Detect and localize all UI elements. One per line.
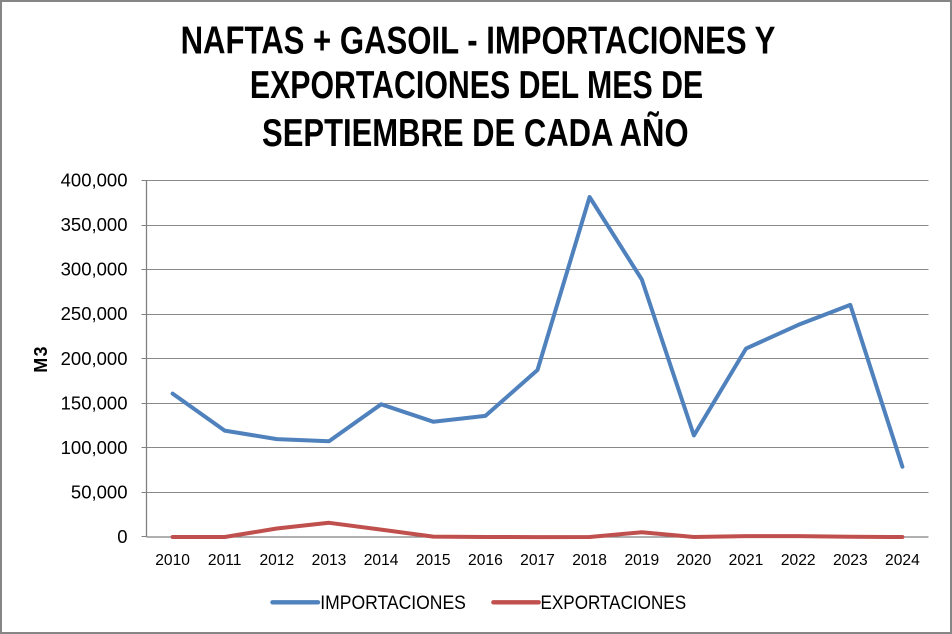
svg-text:250,000: 250,000 [61,303,128,324]
svg-text:SEPTIEMBRE DE CADA AÑO: SEPTIEMBRE DE CADA AÑO [262,112,689,155]
svg-text:100,000: 100,000 [61,437,128,458]
svg-text:IMPORTACIONES: IMPORTACIONES [320,591,466,613]
svg-text:2011: 2011 [208,552,242,569]
svg-text:NAFTAS + GASOIL - IMPORTACIONE: NAFTAS + GASOIL - IMPORTACIONES Y [181,19,776,62]
svg-text:2018: 2018 [572,552,607,569]
svg-text:50,000: 50,000 [71,482,128,503]
svg-text:350,000: 350,000 [61,214,128,235]
svg-text:2022: 2022 [781,552,816,569]
svg-text:2020: 2020 [677,552,712,569]
svg-text:EXPORTACIONES DEL MES DE: EXPORTACIONES DEL MES DE [250,63,703,107]
svg-text:2016: 2016 [468,552,503,569]
svg-text:2017: 2017 [520,552,555,569]
svg-text:M3: M3 [31,345,51,372]
svg-text:2023: 2023 [833,552,868,569]
svg-text:2019: 2019 [624,552,659,569]
svg-text:2012: 2012 [259,552,294,569]
svg-text:0: 0 [117,526,127,547]
svg-text:2021: 2021 [729,552,764,569]
svg-text:200,000: 200,000 [61,348,128,369]
svg-text:2013: 2013 [312,552,347,569]
svg-text:2015: 2015 [416,552,451,569]
svg-text:400,000: 400,000 [61,169,128,190]
svg-text:EXPORTACIONES: EXPORTACIONES [541,592,687,613]
svg-text:2024: 2024 [885,552,920,569]
svg-text:2014: 2014 [364,552,399,569]
svg-text:150,000: 150,000 [61,392,128,413]
svg-text:2010: 2010 [155,552,190,569]
svg-text:300,000: 300,000 [61,259,128,280]
